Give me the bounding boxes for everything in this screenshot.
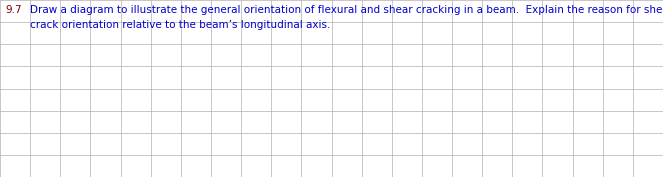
Text: Draw a diagram to illustrate the general orientation of flexural and shear crack: Draw a diagram to illustrate the general… — [30, 5, 663, 15]
Text: 9.7: 9.7 — [5, 5, 22, 15]
Text: crack orientation relative to the beam’s longitudinal axis.: crack orientation relative to the beam’s… — [30, 20, 330, 30]
